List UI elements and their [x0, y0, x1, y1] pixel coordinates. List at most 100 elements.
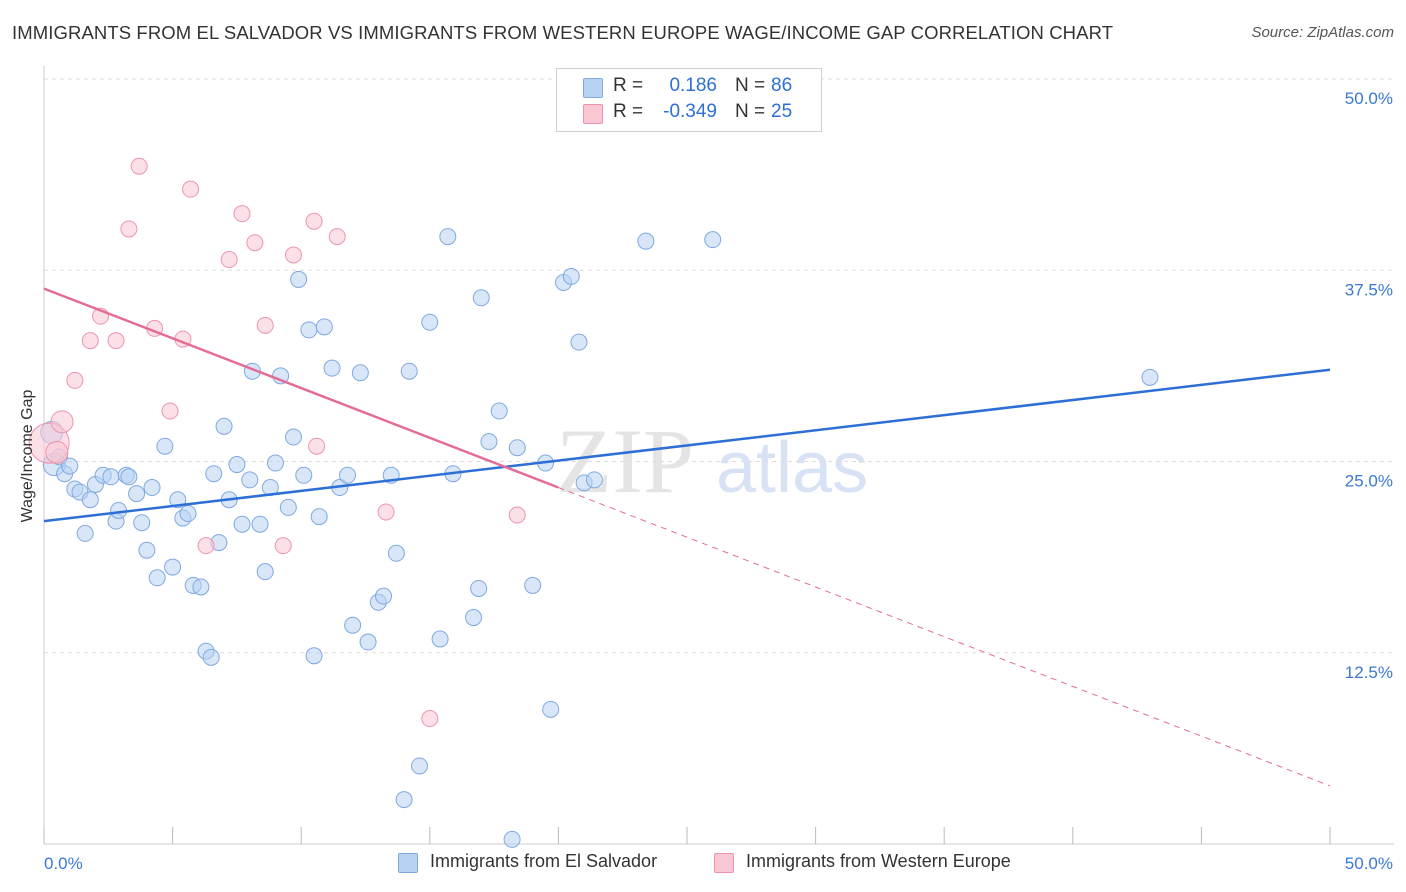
legend-item-western-europe: Immigrants from Western Europe: [714, 851, 1011, 873]
data-point-el-salvador: [490, 402, 508, 420]
data-point-el-salvador: [323, 359, 341, 377]
data-point-el-salvador: [215, 417, 233, 435]
stats-legend: R = 0.186 N = 86 R = -0.349 N = 25: [556, 68, 822, 132]
data-point-western-europe: [81, 332, 99, 350]
data-point-el-salvador: [251, 515, 269, 533]
data-point-el-salvador: [421, 313, 439, 331]
data-point-western-europe: [305, 212, 323, 230]
data-point-el-salvador: [503, 830, 521, 848]
data-point-el-salvador: [585, 471, 603, 489]
data-point-el-salvador: [542, 700, 560, 718]
data-point-western-europe: [328, 228, 346, 246]
legend-label-western-europe: Immigrants from Western Europe: [746, 851, 1011, 871]
data-point-el-salvador: [192, 578, 210, 596]
data-point-western-europe: [508, 506, 526, 524]
data-point-el-salvador: [305, 647, 323, 665]
data-point-el-salvador: [470, 579, 488, 597]
legend-swatch-pink: [714, 853, 734, 873]
data-point-el-salvador: [233, 515, 251, 533]
data-point-western-europe: [161, 402, 179, 420]
data-point-el-salvador: [472, 289, 490, 307]
y-axis-label: Wage/Income Gap: [19, 389, 36, 523]
data-point-western-europe: [182, 180, 200, 198]
data-point-el-salvador: [439, 228, 457, 246]
data-point-western-europe: [45, 440, 69, 464]
data-point-el-salvador: [431, 630, 449, 648]
data-point-el-salvador: [110, 501, 128, 519]
data-point-western-europe: [197, 537, 215, 555]
data-point-el-salvador: [411, 757, 429, 775]
data-point-el-salvador: [300, 321, 318, 339]
legend-r-label: R =: [613, 75, 644, 96]
data-point-el-salvador: [524, 576, 542, 594]
data-point-el-salvador: [344, 616, 362, 634]
data-point-el-salvador: [359, 633, 377, 651]
data-point-el-salvador: [179, 505, 197, 523]
legend-row-western-europe: R = -0.349 N = 25: [557, 101, 821, 127]
data-point-el-salvador: [400, 362, 418, 380]
legend-n-value: 86: [771, 75, 793, 96]
data-point-el-salvador: [279, 498, 297, 516]
data-point-el-salvador: [81, 491, 99, 509]
data-point-el-salvador: [375, 587, 393, 605]
y-tick-label: 25.0%: [1345, 472, 1393, 491]
data-point-western-europe: [220, 251, 238, 269]
data-point-el-salvador: [164, 558, 182, 576]
data-point-el-salvador: [465, 609, 483, 627]
trend-line-western-europe: [43, 287, 559, 489]
legend-row-el-salvador: R = 0.186 N = 86: [557, 75, 821, 101]
data-point-el-salvador: [310, 508, 328, 526]
data-point-western-europe: [120, 220, 138, 238]
data-point-el-salvador: [76, 524, 94, 542]
legend-r-label: R =: [613, 101, 644, 122]
source-label: Source: ZipAtlas.com: [1251, 24, 1394, 41]
legend-r-value: -0.349: [663, 101, 717, 122]
trend-line-western-europe-extension: [558, 487, 1331, 787]
watermark-zip: ZIP: [556, 410, 694, 512]
y-tick-label: 50.0%: [1345, 89, 1393, 108]
data-point-western-europe: [308, 437, 326, 455]
data-point-el-salvador: [562, 267, 580, 285]
series-legend: Immigrants from El Salvador Immigrants f…: [0, 851, 1406, 877]
legend-r-value: 0.186: [669, 75, 717, 96]
legend-swatch-blue: [398, 853, 418, 873]
data-point-western-europe: [256, 316, 274, 334]
legend-n-value: 25: [771, 101, 793, 122]
trend-line-el-salvador: [43, 368, 1331, 523]
data-point-western-europe: [377, 503, 395, 521]
watermark: ZIP atlas: [556, 410, 868, 512]
legend-swatch-pink: [583, 104, 603, 124]
data-point-el-salvador: [387, 544, 405, 562]
data-point-el-salvador: [148, 569, 166, 587]
data-point-western-europe: [284, 246, 302, 264]
data-point-el-salvador: [120, 468, 138, 486]
data-point-el-salvador: [205, 465, 223, 483]
data-point-el-salvador: [704, 231, 722, 249]
data-point-western-europe: [421, 710, 439, 728]
data-point-western-europe: [130, 157, 148, 175]
trend-lines: [43, 287, 1331, 787]
data-point-el-salvador: [102, 468, 120, 486]
data-point-el-salvador: [228, 456, 246, 474]
watermark-atlas: atlas: [716, 428, 868, 508]
data-point-el-salvador: [338, 466, 356, 484]
x-tick-label: 50.0%: [1345, 854, 1393, 873]
legend-n-label: N =: [735, 75, 766, 96]
data-point-el-salvador: [395, 791, 413, 809]
tick-labels: 12.5% 25.0% 37.5% 50.0% 0.0% 50.0%: [44, 89, 1393, 873]
data-point-el-salvador: [315, 318, 333, 336]
data-point-el-salvador: [202, 648, 220, 666]
chart-title: IMMIGRANTS FROM EL SALVADOR VS IMMIGRANT…: [12, 22, 1114, 43]
data-point-western-europe: [233, 205, 251, 223]
data-point-el-salvador: [61, 457, 79, 475]
x-tick-label: 0.0%: [44, 854, 83, 873]
y-tick-label: 12.5%: [1345, 663, 1393, 682]
data-point-el-salvador: [266, 454, 284, 472]
data-point-western-europe: [274, 537, 292, 555]
data-point-el-salvador: [351, 364, 369, 382]
data-point-el-salvador: [256, 563, 274, 581]
data-point-western-europe: [107, 332, 125, 350]
data-point-el-salvador: [1141, 368, 1159, 386]
data-point-el-salvador: [570, 333, 588, 351]
